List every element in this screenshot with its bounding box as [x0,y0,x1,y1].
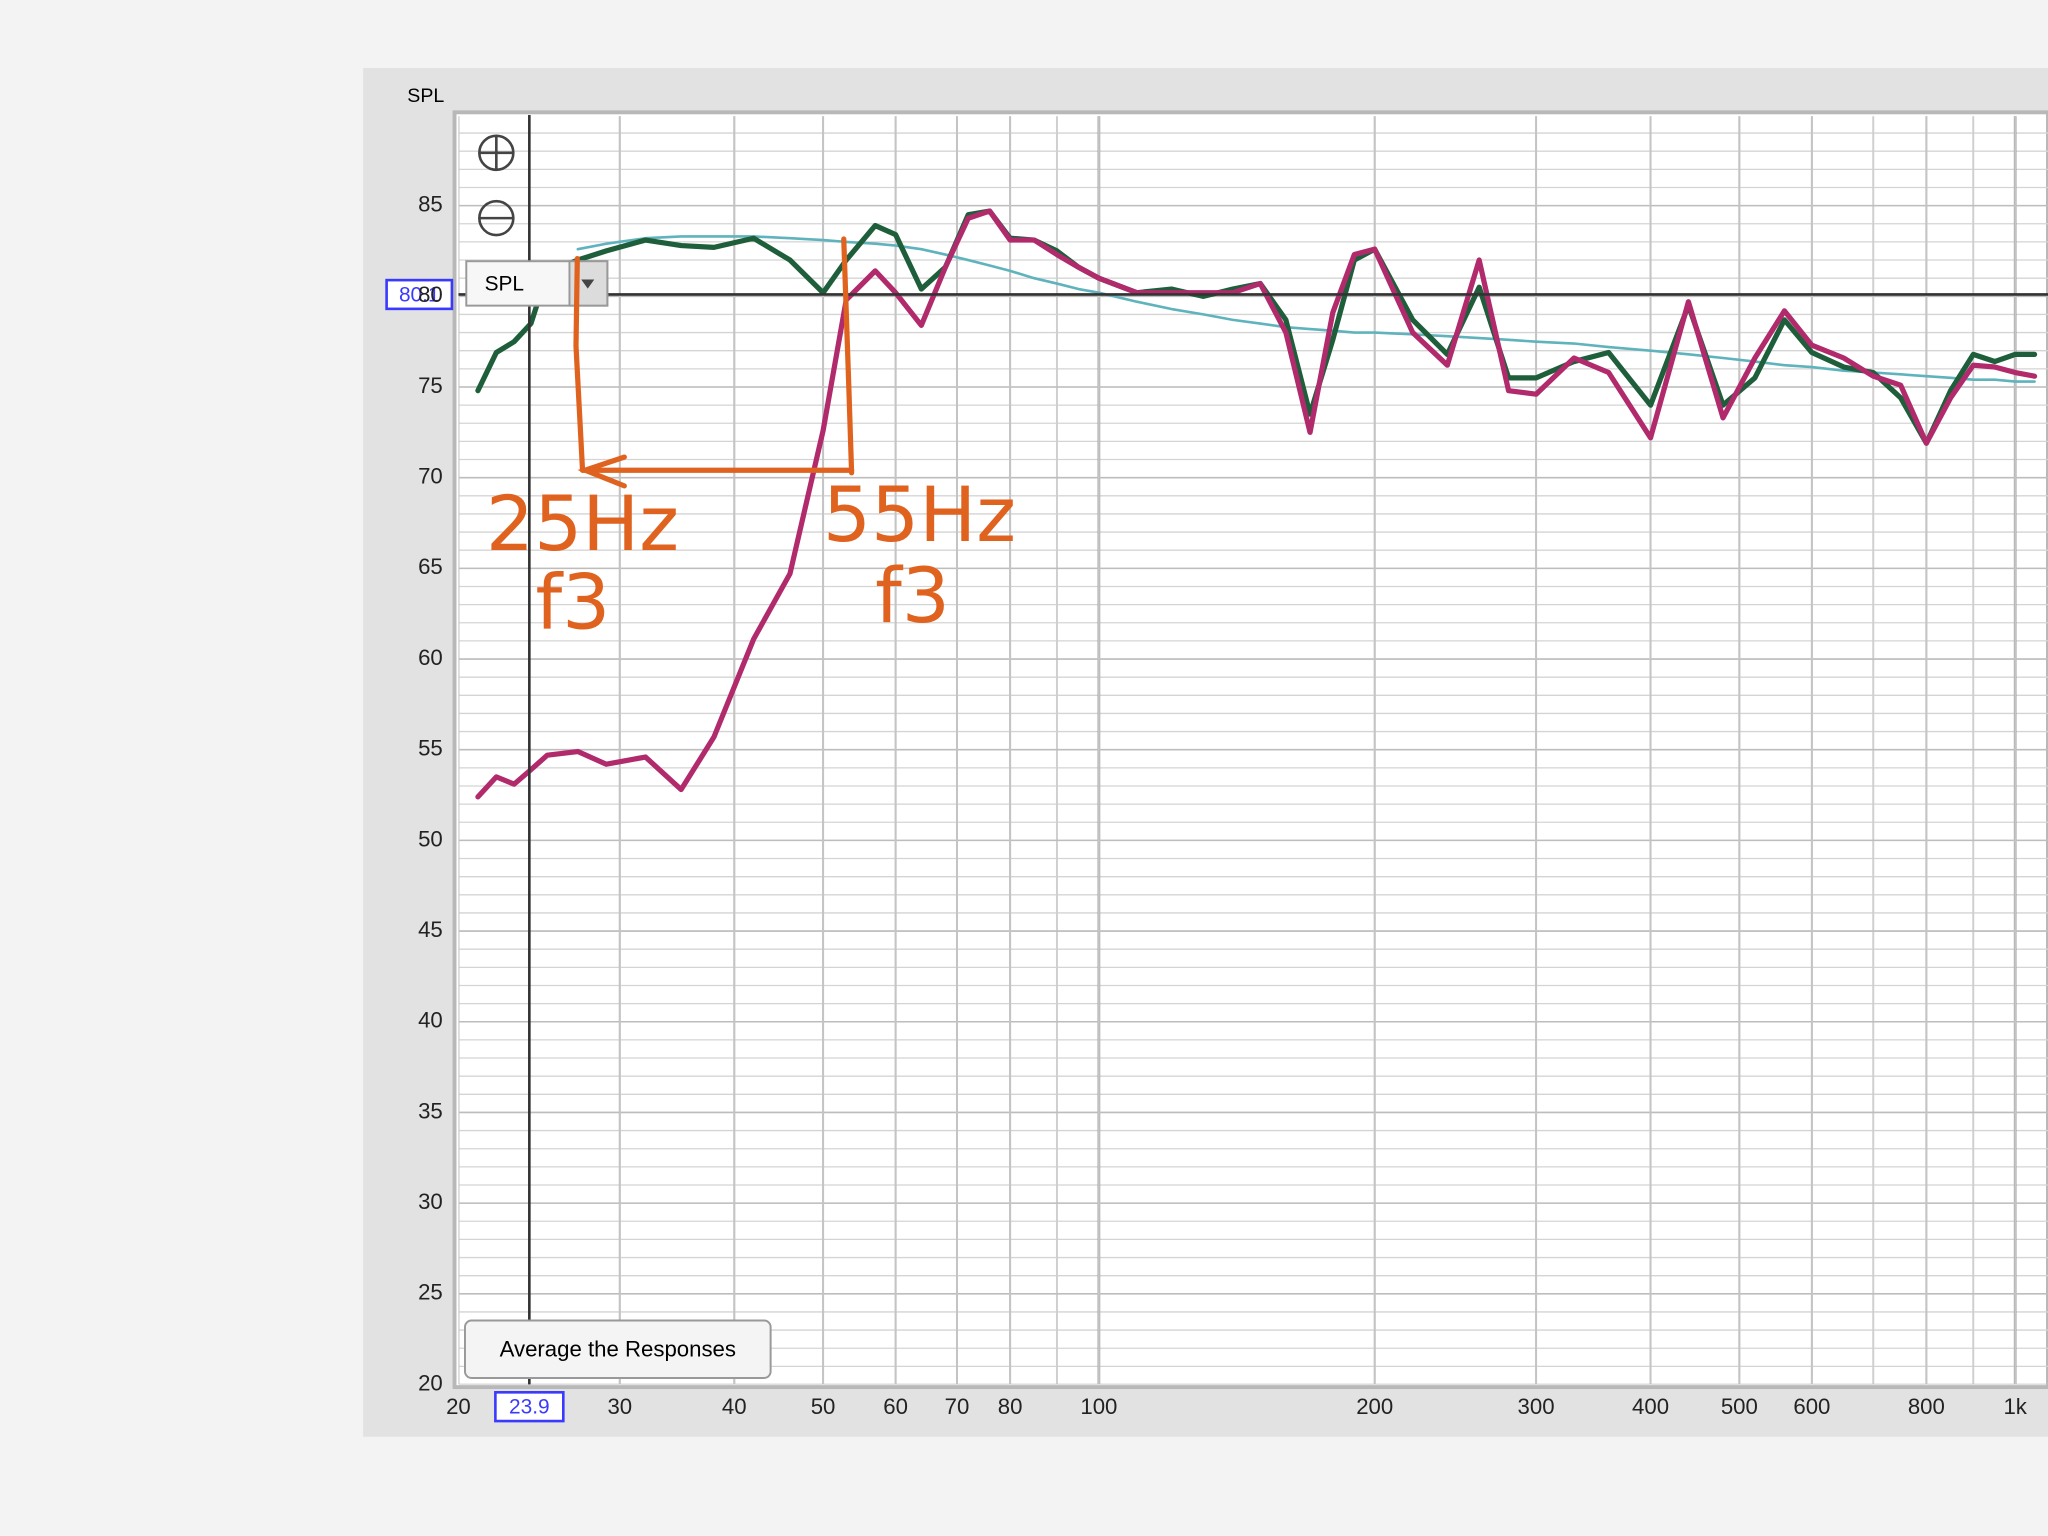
y-tick-label: 75 [418,373,443,398]
y-tick-label: 85 [418,191,443,216]
x-tick-label: 800 [1908,1394,1945,1419]
curves [475,208,2038,800]
x-tick-label: 200 [1356,1394,1393,1419]
x-tick-label: 60 [883,1394,908,1419]
x-tick-label: 70 [945,1394,970,1419]
series-line [475,208,2038,446]
x-tick-label: 500 [1721,1394,1758,1419]
y-tick-label: 60 [418,645,443,670]
y-tick-label: 50 [418,826,443,851]
zoom-out[interactable] [478,199,515,237]
y-tick-label: 70 [418,464,443,489]
cursor: 80.1 23.9 [385,114,2048,1423]
cursor-label-box [494,1391,565,1423]
x-tick-label: 50 [811,1394,836,1419]
dropdown[interactable]: SPL [465,260,609,307]
cursor-label-box [385,278,454,311]
x-tick-label: 20 [446,1394,471,1419]
y-tick-label: 30 [418,1189,443,1214]
grid [458,116,2048,1385]
annotation: f3 [536,558,611,646]
y-tick-label: 20 [418,1370,443,1395]
handwritten-annotation [573,236,855,489]
y-tick-label: 55 [418,736,443,761]
x-tick-label: 400 [1632,1394,1669,1419]
x-tick-label: 80 [998,1394,1023,1419]
series-line [475,208,2038,800]
x-tick-label: 600 [1793,1394,1830,1419]
zoom-in[interactable] [478,134,515,172]
x-tick-label: 100 [1080,1394,1117,1419]
annotation: 55Hz [823,471,1016,559]
annotation: 25Hz [486,480,679,568]
cursor-label: 80.1 [399,283,440,306]
dropdown-label: SPL [485,272,524,295]
labels: 20 25 30 35 40 45 50 55 60 65 70 75 80 85 20 30 40 50 60 70… [418,191,2028,1418]
average-button[interactable]: Average the Responses [463,1319,772,1379]
y-tick-label: 80 [418,282,443,307]
x-tick-label: 300 [1518,1394,1555,1419]
button-label: Average the Responses [500,1336,736,1361]
y-tick-label: 25 [418,1280,443,1305]
y-axis-label: SPL [407,85,444,107]
x-tick-label: 1k [2003,1394,2027,1419]
x-tick-label: 30 [607,1394,632,1419]
y-tick-label: 40 [418,1008,443,1033]
y-tick-label: 45 [418,917,443,942]
annotation: f3 [875,552,950,640]
x-tick-label: 40 [722,1394,747,1419]
cursor-label: 23.9 [509,1396,550,1419]
y-tick-label: 35 [418,1098,443,1123]
y-tick-label: 65 [418,554,443,579]
